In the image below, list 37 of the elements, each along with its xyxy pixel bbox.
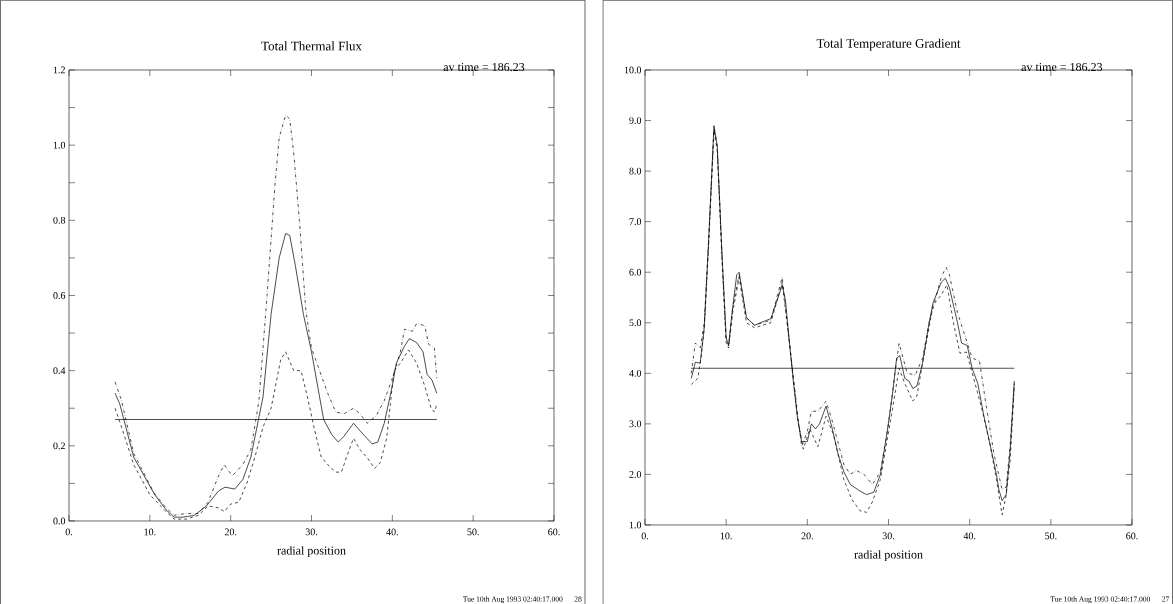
annotation: av time = 186.23 xyxy=(1021,62,1103,72)
y-tick-label: 6.0 xyxy=(629,268,642,276)
x-tick-label: 50. xyxy=(467,528,479,536)
y-tick-label: 0.2 xyxy=(53,442,65,450)
x-tick-label: 60. xyxy=(1126,532,1138,540)
x-tick-label: 10. xyxy=(144,528,156,536)
y-tick-label: 2.0 xyxy=(629,470,642,478)
y-tick-label: 0.0 xyxy=(53,517,66,525)
chart-title: Total Temperature Gradient xyxy=(816,38,961,51)
x-tick-label: 50. xyxy=(1045,532,1057,540)
x-tick-label: 30. xyxy=(882,532,895,540)
y-tick-label: 7.0 xyxy=(629,218,642,225)
y-tick-label: 0.8 xyxy=(53,216,66,224)
x-tick-label: 40. xyxy=(963,532,976,540)
chart-title: Total Thermal Flux xyxy=(261,41,362,51)
x-tick-label: 10. xyxy=(720,532,732,540)
x-axis-title: radial position xyxy=(277,546,346,557)
x-tick-label: 40. xyxy=(386,528,398,536)
x-tick-label: 0. xyxy=(641,532,649,540)
y-tick-label: 1.2 xyxy=(53,66,65,74)
annotation: av time = 186.23 xyxy=(443,62,525,72)
y-tick-label: 10.0 xyxy=(624,66,642,74)
y-tick-label: 9.0 xyxy=(629,117,642,124)
x-axis-title: radial position xyxy=(854,550,923,561)
y-tick-label: 8.0 xyxy=(629,167,642,175)
y-tick-label: 0.6 xyxy=(53,291,66,299)
y-tick-label: 3.0 xyxy=(629,420,642,428)
x-tick-label: 30. xyxy=(305,528,318,536)
y-tick-label: 1.0 xyxy=(53,141,66,149)
x-tick-label: 60. xyxy=(548,528,560,536)
x-tick-label: 0. xyxy=(65,528,73,536)
y-tick-label: 1.0 xyxy=(629,521,642,529)
y-tick-label: 0.4 xyxy=(53,367,66,374)
x-tick-label: 20. xyxy=(224,528,237,536)
y-tick-label: 4.0 xyxy=(629,369,642,377)
y-tick-label: 5.0 xyxy=(629,319,642,327)
x-tick-label: 20. xyxy=(801,532,813,540)
